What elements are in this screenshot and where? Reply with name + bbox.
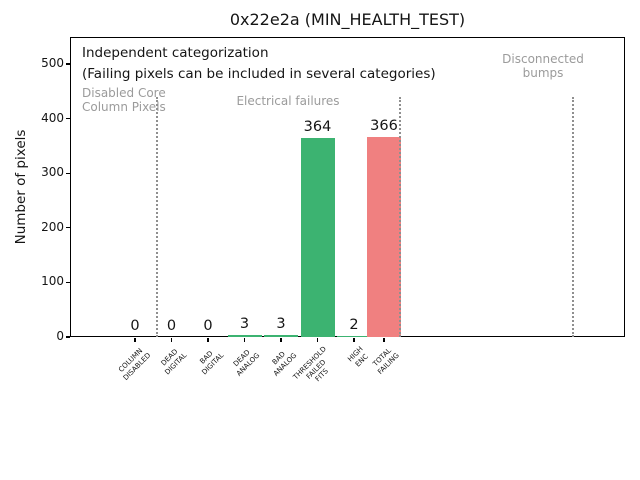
separator-dotted-line-3 bbox=[572, 97, 574, 337]
x-tick-mark bbox=[353, 338, 355, 342]
bar-value-label: 364 bbox=[303, 119, 332, 136]
chart-title: 0x22e2a (MIN_HEALTH_TEST) bbox=[229, 10, 466, 29]
y-tick-mark bbox=[66, 227, 70, 229]
x-tick-label: THRESHOLD FAILED FITS bbox=[292, 345, 341, 394]
y-tick-label: 500 bbox=[41, 56, 64, 70]
annotation-electrical-failures: Electrical failures bbox=[236, 94, 340, 108]
y-tick-label: 300 bbox=[41, 165, 64, 180]
separator-dotted-line-1 bbox=[156, 97, 158, 337]
x-tick-label: TOTAL FAILING bbox=[370, 345, 401, 376]
x-tick-mark bbox=[170, 338, 173, 342]
bar-value-label: 0 bbox=[166, 318, 177, 334]
annotation-disabled-core-column-pixels: Disabled Core Column Pixels bbox=[82, 86, 166, 114]
separator-dotted-line-2 bbox=[399, 97, 401, 337]
annotation-disconnected-line1: Disconnected bbox=[502, 52, 584, 66]
bar-dead-analog bbox=[227, 335, 262, 337]
annotation-disconnected-line2: bumps bbox=[522, 66, 564, 80]
x-tick-label: HIGH ENC bbox=[346, 345, 371, 370]
annotation-disconnected-bumps: Disconnected bumps bbox=[502, 52, 584, 80]
x-tick-mark bbox=[383, 338, 385, 342]
x-tick-label: DEAD DIGITAL bbox=[157, 345, 188, 376]
x-tick-mark bbox=[243, 338, 246, 342]
annotation-independent-categorization: Independent categorization bbox=[82, 45, 269, 61]
y-tick-mark bbox=[66, 117, 70, 120]
y-tick-mark bbox=[66, 63, 70, 65]
bar-total-failing bbox=[367, 137, 401, 337]
x-tick-label: COLUMN DISABLED bbox=[115, 345, 152, 382]
x-tick-label: DEAD ANALOG bbox=[229, 345, 262, 378]
y-tick-label: 0 bbox=[56, 329, 64, 343]
bar-value-label: 2 bbox=[349, 316, 359, 333]
y-tick-label: 400 bbox=[41, 110, 64, 125]
bar-threshold-failed-fits bbox=[300, 138, 335, 337]
x-tick-mark bbox=[207, 338, 209, 342]
y-tick-label: 100 bbox=[41, 274, 64, 289]
y-tick-mark bbox=[66, 172, 70, 174]
annotation-failing-note: (Failing pixels can be included in sever… bbox=[82, 66, 436, 82]
y-tick-mark bbox=[66, 281, 70, 284]
x-tick-label: BAD DIGITAL bbox=[194, 345, 225, 376]
plot-area bbox=[70, 37, 625, 337]
bar-bad-analog bbox=[264, 335, 298, 337]
annotation-disabled-core-line1: Disabled Core bbox=[82, 86, 166, 100]
bar-high-enc bbox=[337, 335, 371, 337]
bar-value-label: 3 bbox=[276, 316, 286, 333]
bar-value-label: 366 bbox=[370, 118, 398, 135]
x-tick-mark bbox=[280, 338, 282, 342]
annotation-disabled-core-line2: Column Pixels bbox=[82, 100, 166, 114]
bar-value-label: 0 bbox=[203, 318, 213, 334]
y-tick-mark bbox=[66, 336, 70, 338]
bar-value-label: 0 bbox=[130, 318, 140, 334]
bar-value-label: 3 bbox=[239, 316, 250, 333]
x-tick-mark bbox=[134, 338, 136, 342]
y-tick-label: 200 bbox=[41, 219, 64, 234]
x-tick-mark bbox=[316, 338, 319, 342]
